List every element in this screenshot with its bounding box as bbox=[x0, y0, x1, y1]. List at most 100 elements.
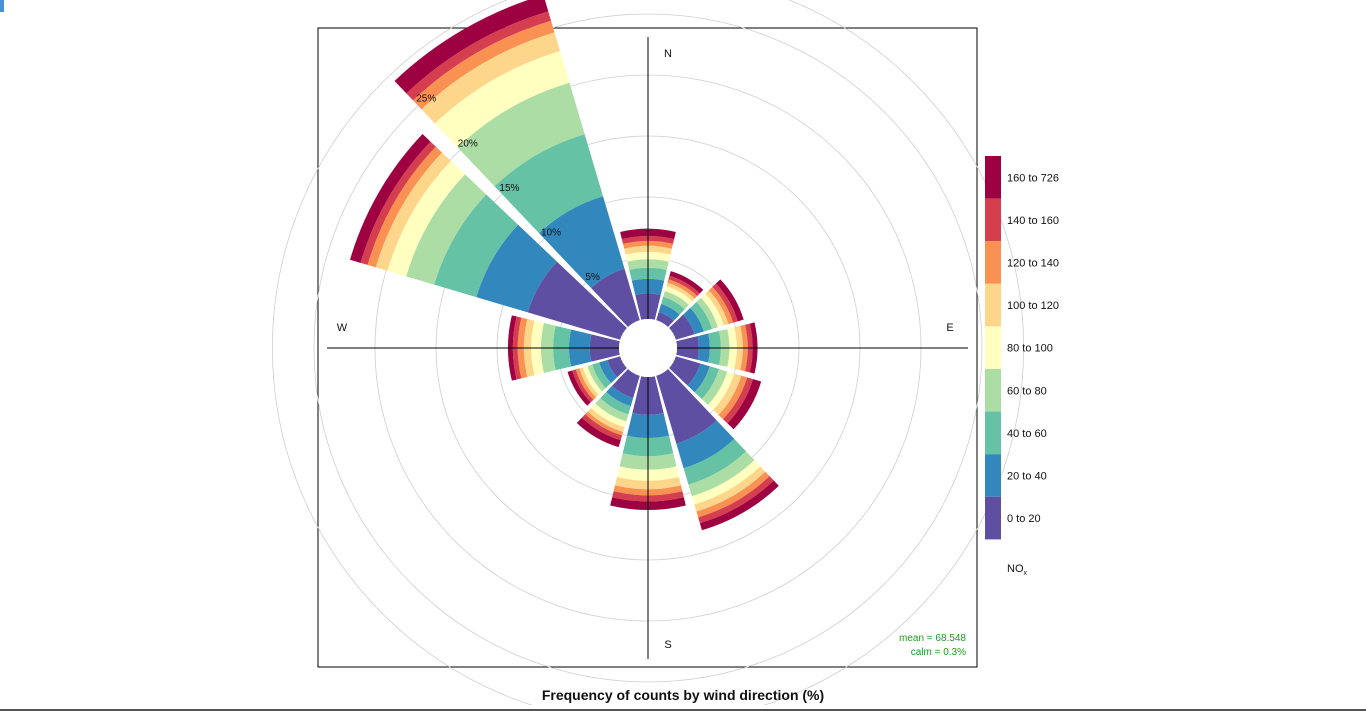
wedge-60-bin-4 bbox=[700, 293, 724, 328]
legend-swatch-8 bbox=[985, 156, 1001, 199]
legend-label-2: 40 to 60 bbox=[1007, 428, 1047, 440]
wedge-150-bin-1 bbox=[676, 420, 735, 469]
wedge-120-bin-8 bbox=[727, 379, 762, 430]
compass-n: N bbox=[664, 48, 672, 60]
legend-label-6: 120 to 140 bbox=[1007, 258, 1059, 270]
compass-e: E bbox=[946, 322, 953, 334]
wedge-150-bin-4 bbox=[691, 460, 761, 505]
wedge-300-bin-2 bbox=[434, 194, 519, 298]
wedge-60-bin-2 bbox=[690, 302, 713, 332]
wedge-30-bin-1 bbox=[658, 303, 680, 321]
wedge-210-bin-1 bbox=[606, 385, 634, 407]
wedge-60-bin-0 bbox=[669, 314, 695, 340]
wedge-210-bin-2 bbox=[600, 392, 631, 415]
wedge-120-bin-2 bbox=[694, 366, 720, 400]
calm-text: calm = 0.3% bbox=[910, 647, 966, 658]
wedges-group bbox=[349, 0, 779, 531]
wedge-300-bin-7 bbox=[360, 141, 436, 265]
wedge-150-bin-7 bbox=[698, 476, 774, 524]
wedge-120-bin-1 bbox=[687, 363, 710, 393]
wedge-150-bin-2 bbox=[683, 438, 747, 485]
legend-swatch-4 bbox=[985, 326, 1001, 369]
wedge-60-bin-3 bbox=[696, 297, 718, 330]
wedge-30-bin-8 bbox=[669, 271, 704, 294]
wedge-300-bin-4 bbox=[387, 160, 466, 277]
wedge-210-bin-4 bbox=[591, 403, 627, 428]
legend-swatch-7 bbox=[985, 198, 1001, 242]
wedge-330-bin-4 bbox=[434, 51, 570, 148]
wedge-60-bin-6 bbox=[708, 286, 734, 325]
wedge-330-bin-7 bbox=[406, 11, 552, 101]
wedge-330-bin-0 bbox=[591, 268, 640, 327]
plot-frame bbox=[317, 27, 978, 668]
wedge-30-bin-2 bbox=[661, 296, 685, 315]
wedge-240-bin-7 bbox=[572, 369, 594, 403]
wedge-210-bin-8 bbox=[576, 417, 621, 448]
legend-label-3: 60 to 80 bbox=[1007, 385, 1047, 397]
wedge-150-bin-5 bbox=[694, 466, 766, 512]
legend-label-4: 80 to 100 bbox=[1007, 343, 1053, 355]
wedge-150-bin-6 bbox=[696, 471, 770, 518]
grid-circle-outer bbox=[272, 0, 1024, 705]
bottom-rule bbox=[0, 709, 1366, 711]
wedge-240-bin-2 bbox=[592, 362, 612, 389]
wedge-120-bin-5 bbox=[713, 373, 742, 415]
x-axis-title: Frequency of counts by wind direction (%… bbox=[541, 687, 825, 703]
radial-tick-labels: 5% 10% 15% 20% 25% bbox=[416, 94, 600, 283]
wedge-330-bin-1 bbox=[539, 196, 625, 289]
wedge-210-bin-0 bbox=[612, 369, 640, 399]
legend-swatch-0 bbox=[985, 496, 1001, 540]
wedge-120-bin-6 bbox=[718, 375, 748, 420]
compass-w: W bbox=[337, 322, 348, 334]
wedge-240-bin-4 bbox=[582, 365, 603, 395]
wedge-60-bin-5 bbox=[705, 290, 729, 326]
wedge-150-bin-0 bbox=[656, 369, 717, 444]
wedge-330-bin-2 bbox=[494, 134, 604, 234]
wedge-120-bin-4 bbox=[707, 371, 735, 410]
radial-tick-label-3: 15% bbox=[499, 183, 519, 194]
wedge-300-bin-5 bbox=[375, 152, 451, 271]
legend-title: NOx bbox=[1007, 563, 1028, 577]
wedge-120-bin-0 bbox=[669, 356, 701, 386]
wedge-240-bin-0 bbox=[607, 356, 627, 378]
wedge-30-bin-0 bbox=[656, 312, 674, 327]
wedge-330-bin-5 bbox=[421, 32, 561, 124]
grid-circle-5 bbox=[313, 13, 983, 683]
legend: 160 to 726 140 to 160 120 to 140 100 to 120… bbox=[985, 156, 1059, 540]
wedge-240-bin-3 bbox=[587, 364, 606, 392]
compass-labels: N E S W bbox=[337, 48, 954, 651]
stats-box: mean = 68.548 calm = 0.3% bbox=[860, 632, 966, 660]
compass-axes bbox=[327, 37, 968, 659]
radial-tick-label-5: 25% bbox=[416, 94, 436, 105]
legend-title-subscript: x bbox=[1024, 570, 1028, 577]
wedge-210-bin-3 bbox=[595, 398, 629, 422]
legend-swatch-6 bbox=[985, 241, 1001, 284]
wedge-240-bin-5 bbox=[579, 367, 599, 398]
wedge-150-bin-8 bbox=[699, 480, 779, 531]
radial-tick-label-1: 5% bbox=[585, 272, 600, 283]
calm-circle bbox=[619, 319, 677, 377]
legend-label-1: 20 to 40 bbox=[1007, 471, 1047, 483]
wedge-30-bin-7 bbox=[668, 275, 700, 296]
legend-label-8: 160 to 726 bbox=[1007, 172, 1059, 184]
wedge-60-bin-8 bbox=[715, 279, 744, 322]
compass-s: S bbox=[664, 639, 671, 651]
wedge-240-bin-8 bbox=[567, 370, 591, 406]
wedge-330-bin-3 bbox=[457, 82, 585, 187]
legend-label-7: 140 to 160 bbox=[1007, 215, 1059, 227]
wedge-120-bin-3 bbox=[701, 369, 728, 405]
mean-text: mean = 68.548 bbox=[899, 633, 966, 644]
wedge-210-bin-6 bbox=[585, 411, 624, 436]
legend-label-0: 0 to 20 bbox=[1007, 513, 1041, 525]
wedge-300-bin-6 bbox=[367, 146, 443, 268]
legend-swatch-5 bbox=[985, 283, 1001, 327]
legend-swatch-2 bbox=[985, 411, 1001, 455]
wedge-240-bin-6 bbox=[575, 368, 596, 400]
legend-label-5: 100 to 120 bbox=[1007, 300, 1059, 312]
wedge-60-bin-1 bbox=[683, 307, 704, 335]
wedge-300-bin-8 bbox=[349, 134, 431, 263]
radial-tick-label-2: 10% bbox=[541, 228, 561, 239]
wedge-150-bin-3 bbox=[688, 451, 755, 497]
wedge-30-bin-5 bbox=[666, 282, 695, 302]
